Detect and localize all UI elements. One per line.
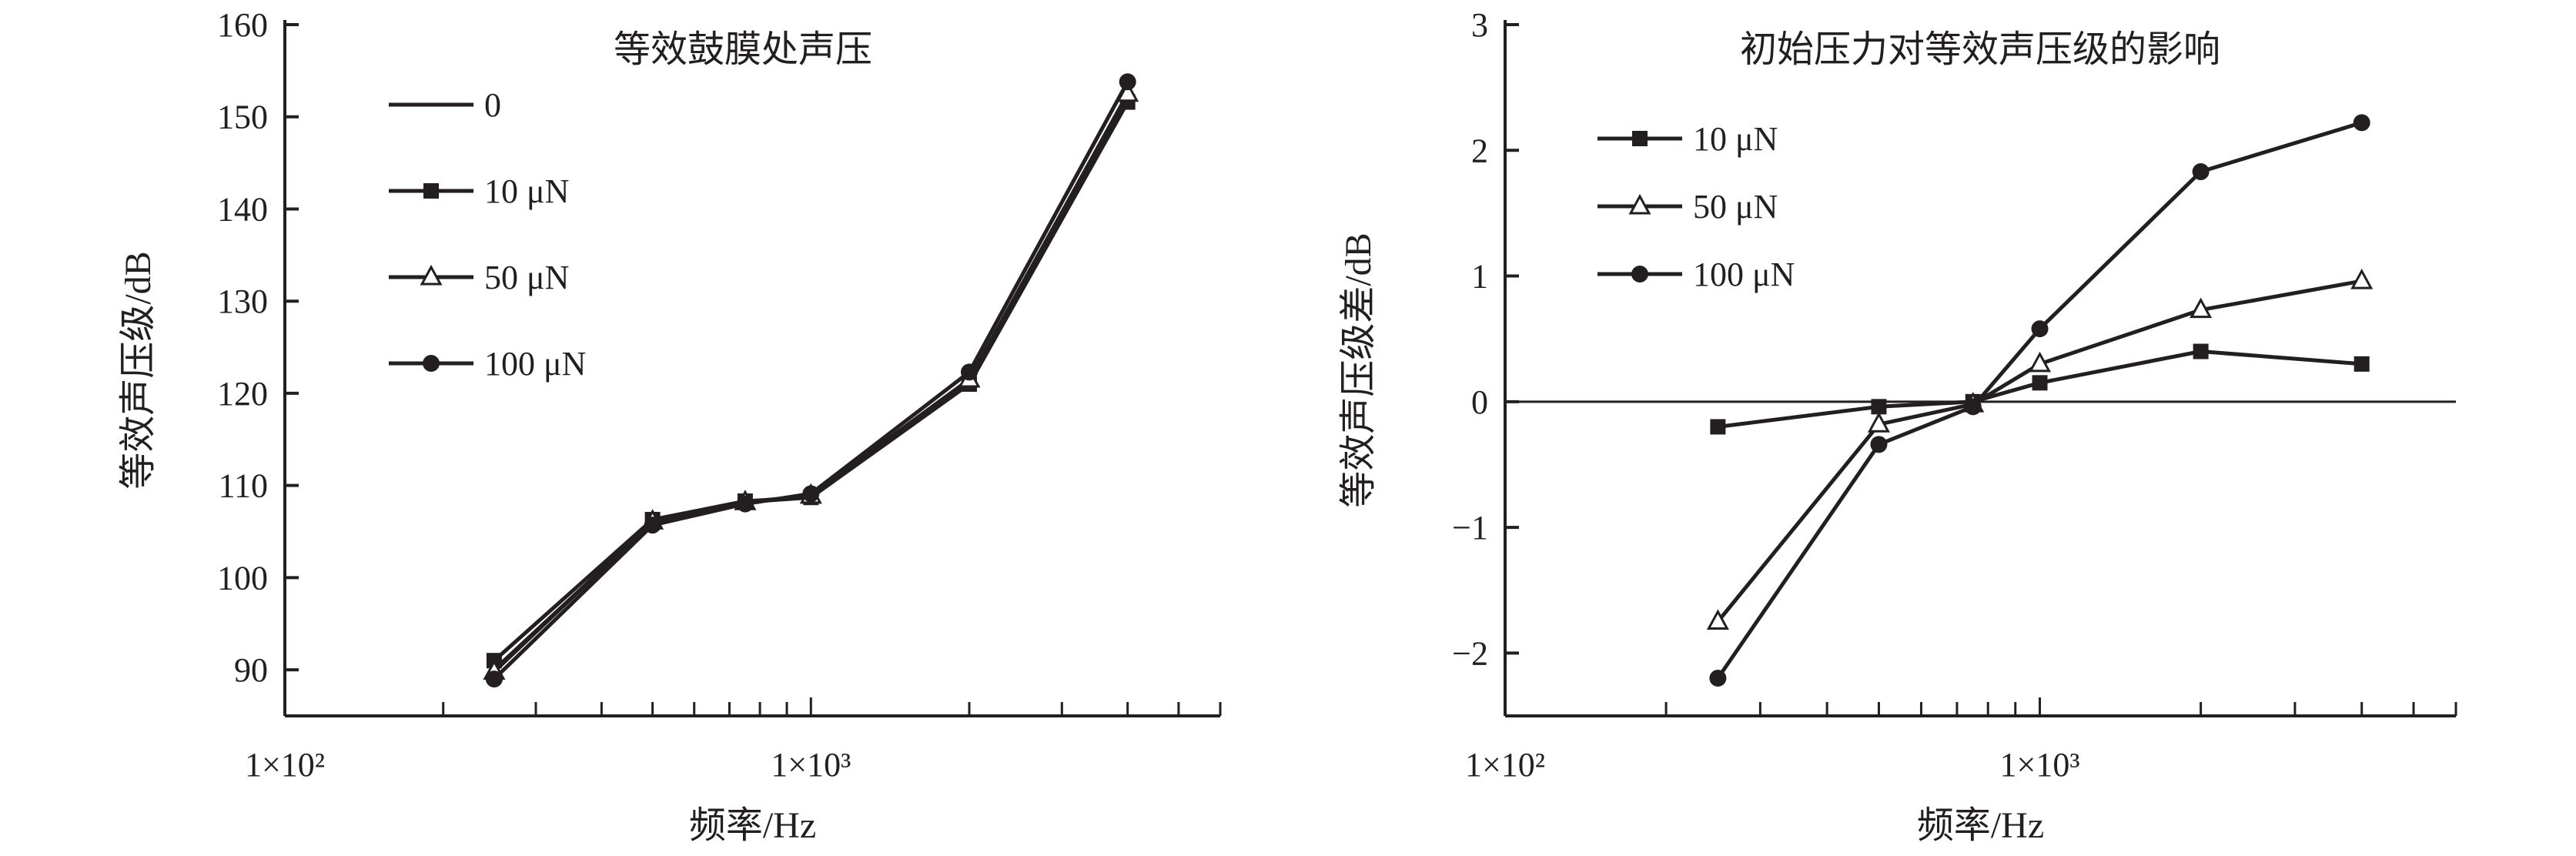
data-point (2350, 268, 2374, 289)
y-tick-label: 140 (217, 190, 268, 228)
x-tick-label: 1×10² (245, 746, 325, 784)
legend-entry: 50 μN (1597, 188, 1778, 226)
legend-entry: 10 μN (389, 172, 569, 210)
series-line (1716, 279, 2363, 624)
data-point (736, 495, 754, 513)
legend-marker (1631, 266, 1648, 283)
y-tick-label: 160 (217, 6, 268, 44)
y-tick-label: 2 (1471, 132, 1488, 169)
legend-label: 0 (484, 86, 501, 124)
data-point (2029, 351, 2052, 373)
legend-entry: 10 μN (1597, 120, 1778, 158)
legend-label: 10 μN (1693, 120, 1778, 158)
series-line (1716, 121, 2363, 680)
y-tick-label: 1 (1471, 258, 1488, 296)
y-tick-label: −1 (1452, 509, 1488, 547)
data-point (1119, 73, 1136, 91)
chart-title: 初始压力对等效声压级的影响 (1740, 29, 2220, 70)
legend-entry: 100 μN (1597, 256, 1795, 293)
legend-marker (1628, 193, 1651, 215)
data-point (1709, 670, 1727, 687)
y-axis-title: 等效声压级/dB (118, 251, 159, 489)
series-circle (485, 73, 1136, 688)
data-point (1871, 399, 1887, 415)
data-point (2192, 163, 2210, 181)
series-circle (1709, 114, 2370, 687)
data-point (1867, 412, 1890, 433)
legend-marker (423, 355, 440, 372)
legend-label: 100 μN (1693, 256, 1795, 293)
y-axis-title: 等效声压级差/dB (1338, 232, 1379, 507)
y-tick-label: 120 (217, 375, 268, 413)
legend-entry: 100 μN (389, 345, 586, 383)
legend-entry: 50 μN (389, 259, 569, 296)
x-axis-title: 频率/Hz (1917, 805, 2044, 846)
y-tick-label: 100 (217, 559, 268, 597)
y-tick-label: −2 (1452, 634, 1488, 672)
data-point (1706, 609, 1729, 630)
x-tick-label: 1×10² (1465, 746, 1545, 784)
legend-label: 50 μN (1693, 188, 1778, 226)
data-point (2190, 297, 2213, 319)
data-point (2032, 375, 2048, 391)
legend-label: 100 μN (484, 345, 586, 383)
series-line (493, 101, 1129, 663)
x-axis-title: 频率/Hz (689, 805, 816, 846)
legend-marker (1632, 131, 1648, 146)
series-line (1718, 349, 2362, 429)
legend-label: 10 μN (484, 172, 569, 210)
data-point (2354, 356, 2370, 372)
y-tick-label: 90 (234, 651, 268, 689)
legend-marker (420, 264, 443, 286)
chart-left-equivalent-spl: 90 100 110 120 130 140 150 160 1×10² 1×10³ 频率/Hz 等效… (118, 6, 1222, 846)
y-tick-label: 0 (1471, 383, 1488, 421)
y-tick-label: 110 (219, 467, 268, 505)
x-tick-label: 1×10³ (771, 746, 851, 784)
data-point (1710, 419, 1726, 435)
x-tick-label: 1×10³ (2000, 746, 2080, 784)
chart-right-spl-difference: −2 −1 0 1 2 3 1×10² 1×10³ 频率/Hz 等效声压级差/dB 初始压力对等效声… (1338, 6, 2457, 846)
data-point (2353, 114, 2370, 132)
data-point (644, 517, 661, 534)
legend-entry: 0 (389, 86, 501, 124)
y-tick-label: 3 (1471, 6, 1488, 44)
data-point (960, 363, 978, 381)
series-line (493, 81, 1129, 680)
legend-label: 50 μN (484, 259, 569, 296)
data-point (2031, 320, 2049, 338)
y-tick-label: 130 (217, 283, 268, 320)
legend-marker (423, 183, 439, 199)
data-point (802, 485, 820, 503)
chart-title: 等效鼓膜处声压 (614, 29, 872, 70)
data-point (1870, 436, 1888, 453)
data-point (485, 670, 503, 688)
data-point (2193, 343, 2209, 359)
y-tick-label: 150 (217, 99, 268, 136)
data-point (1964, 398, 1982, 416)
